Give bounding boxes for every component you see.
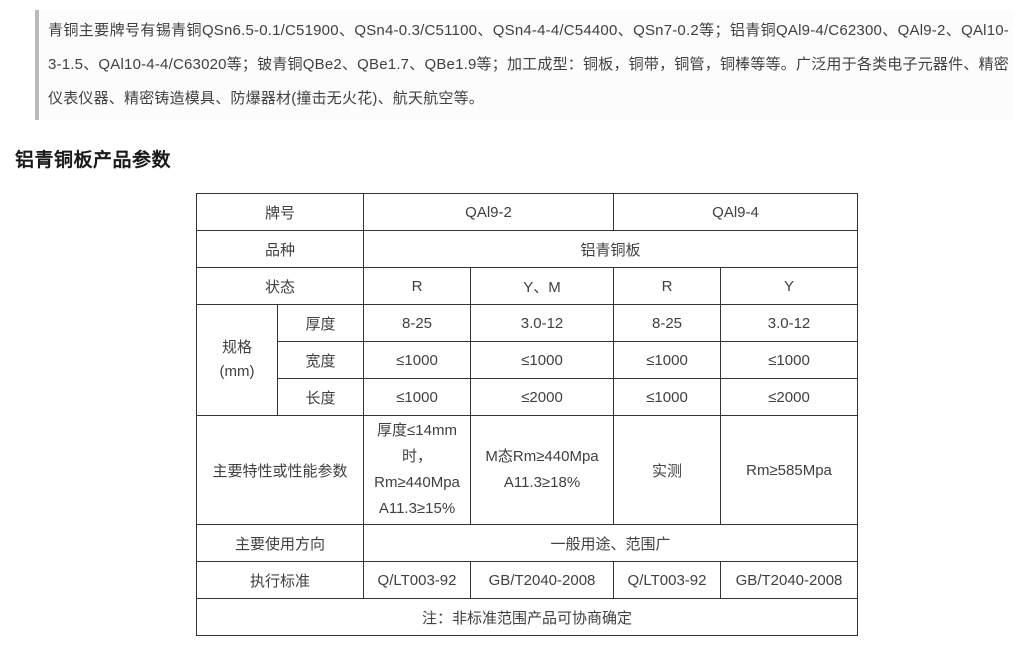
table-row-note: 注：非标准范围产品可协商确定 bbox=[195, 598, 859, 636]
variety-label: 品种 bbox=[195, 230, 365, 268]
table-row-usage: 主要使用方向 一般用途、范围广 bbox=[195, 524, 859, 562]
table-note: 注：非标准范围产品可协商确定 bbox=[195, 598, 859, 636]
intro-quote-block: 青铜主要牌号有锡青铜QSn6.5-0.1/C51900、QSn4-0.3/C51… bbox=[35, 10, 1013, 120]
usage-label: 主要使用方向 bbox=[195, 524, 365, 562]
variety-value: 铝青铜板 bbox=[363, 230, 859, 268]
product-parameters-table: 牌号 QAl9-2 QAl9-4 品种 铝青铜板 状态 R Y、M R Y 规格… bbox=[195, 193, 859, 636]
table-row-length: 长度 ≤1000 ≤2000 ≤1000 ≤2000 bbox=[197, 378, 859, 416]
thickness-label: 厚度 bbox=[276, 304, 365, 342]
properties-value-3: 实测 bbox=[613, 415, 722, 525]
state-value-1: R bbox=[363, 267, 472, 305]
standard-value-3: Q/LT003-92 bbox=[613, 561, 722, 599]
properties-value-4: Rm≥585Mpa bbox=[720, 415, 859, 525]
properties-value-2: M态Rm≥440Mpa A11.3≥18% bbox=[470, 415, 615, 525]
table-row-brand: 牌号 QAl9-2 QAl9-4 bbox=[195, 193, 859, 231]
brand-value-1: QAl9-2 bbox=[363, 193, 615, 231]
table-row-state: 状态 R Y、M R Y bbox=[195, 267, 859, 305]
table-row-thickness: 规格 (mm) 厚度 8-25 3.0-12 8-25 3.0-12 bbox=[196, 304, 859, 416]
standard-value-1: Q/LT003-92 bbox=[363, 561, 472, 599]
standard-label: 执行标准 bbox=[195, 561, 365, 599]
thickness-value-3: 8-25 bbox=[613, 304, 722, 342]
table-row-variety: 品种 铝青铜板 bbox=[195, 230, 859, 268]
state-value-3: R bbox=[613, 267, 722, 305]
width-label: 宽度 bbox=[276, 341, 365, 379]
length-value-1: ≤1000 bbox=[363, 378, 472, 416]
thickness-value-2: 3.0-12 bbox=[470, 304, 615, 342]
table-row-standard: 执行标准 Q/LT003-92 GB/T2040-2008 Q/LT003-92… bbox=[195, 561, 859, 599]
thickness-value-1: 8-25 bbox=[363, 304, 472, 342]
state-value-2: Y、M bbox=[470, 267, 615, 305]
state-label: 状态 bbox=[195, 267, 365, 305]
width-value-2: ≤1000 bbox=[470, 341, 615, 379]
standard-value-2: GB/T2040-2008 bbox=[470, 561, 615, 599]
properties-label: 主要特性或性能参数 bbox=[195, 415, 365, 525]
spec-group-label: 规格 (mm) bbox=[196, 304, 278, 416]
length-value-2: ≤2000 bbox=[470, 378, 615, 416]
length-value-4: ≤2000 bbox=[720, 378, 859, 416]
intro-paragraph: 青铜主要牌号有锡青铜QSn6.5-0.1/C51900、QSn4-0.3/C51… bbox=[48, 22, 1009, 107]
brand-value-2: QAl9-4 bbox=[613, 193, 859, 231]
length-value-3: ≤1000 bbox=[613, 378, 722, 416]
width-value-4: ≤1000 bbox=[720, 341, 859, 379]
table-row-properties: 主要特性或性能参数 厚度≤14mm 时， Rm≥440Mpa A11.3≥15%… bbox=[195, 415, 859, 525]
brand-label: 牌号 bbox=[195, 193, 365, 231]
page-title: 铝青铜板产品参数 bbox=[15, 150, 172, 171]
length-label: 长度 bbox=[276, 378, 365, 416]
thickness-value-4: 3.0-12 bbox=[720, 304, 859, 342]
usage-value: 一般用途、范围广 bbox=[363, 524, 859, 562]
properties-value-1: 厚度≤14mm 时， Rm≥440Mpa A11.3≥15% bbox=[363, 415, 472, 525]
width-value-1: ≤1000 bbox=[363, 341, 472, 379]
state-value-4: Y bbox=[720, 267, 859, 305]
standard-value-4: GB/T2040-2008 bbox=[720, 561, 859, 599]
table-row-width: 宽度 ≤1000 ≤1000 ≤1000 ≤1000 bbox=[197, 341, 859, 379]
width-value-3: ≤1000 bbox=[613, 341, 722, 379]
